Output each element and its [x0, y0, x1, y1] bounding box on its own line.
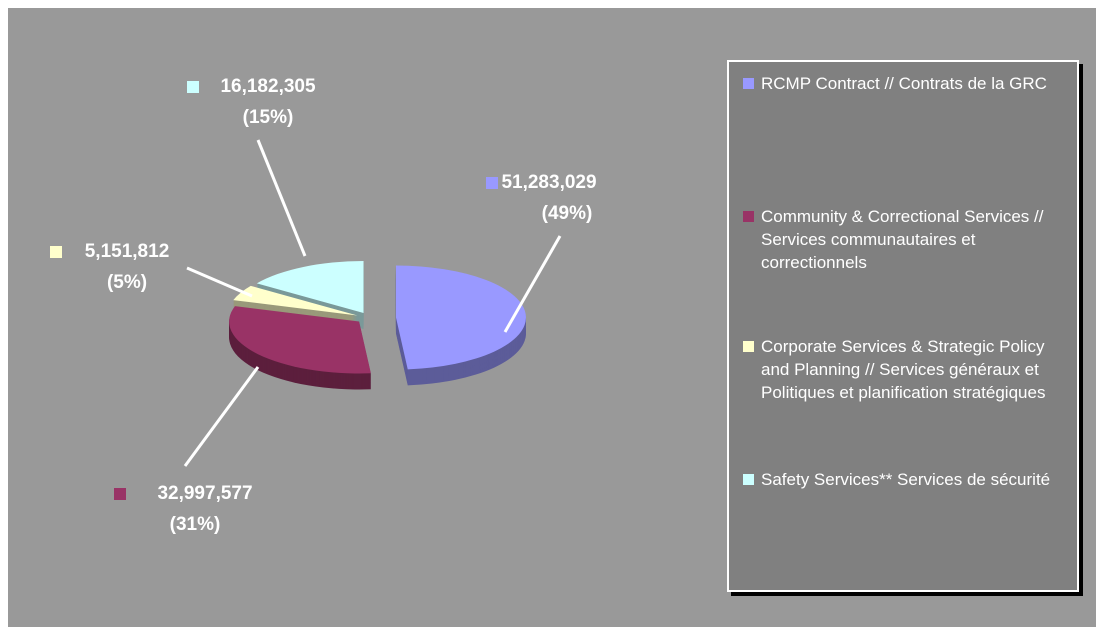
legend-swatch — [743, 474, 754, 485]
pie-top — [229, 306, 371, 374]
value-label: 32,997,577 — [157, 483, 252, 504]
legend-swatch — [743, 341, 754, 352]
pie-top — [395, 265, 526, 370]
leader-line — [183, 366, 260, 467]
leader-line — [256, 139, 307, 257]
label-swatch — [187, 81, 199, 93]
value-label: 51,283,029 — [501, 172, 596, 193]
pie-slice — [256, 261, 364, 330]
percent-label: (5%) — [107, 272, 147, 293]
pie-top — [256, 261, 364, 314]
legend-entry: Safety Services** Services de sécurité — [743, 468, 1073, 491]
pie-slice — [395, 265, 526, 386]
legend-label: Community & Correctional Services // Ser… — [761, 207, 1044, 272]
pie-slice — [229, 306, 371, 390]
legend-entry: Community & Correctional Services // Ser… — [743, 205, 1073, 274]
value-label: 5,151,812 — [85, 241, 170, 262]
legend-label: Safety Services** Services de sécurité — [761, 470, 1051, 489]
legend: RCMP Contract // Contrats de la GRC Commu… — [727, 60, 1079, 592]
label-swatch — [486, 177, 498, 189]
legend-swatch — [743, 78, 754, 89]
legend-label: RCMP Contract // Contrats de la GRC — [761, 74, 1047, 93]
label-swatch — [114, 488, 126, 500]
percent-label: (31%) — [170, 514, 221, 535]
percent-label: (15%) — [243, 107, 294, 128]
pie-top — [233, 285, 358, 316]
legend-entry: Corporate Services & Strategic Policy an… — [743, 335, 1073, 404]
percent-label: (49%) — [542, 203, 593, 224]
legend-label: Corporate Services & Strategic Policy an… — [761, 337, 1046, 402]
leader-line — [186, 266, 253, 298]
label-swatch — [50, 246, 62, 258]
legend-swatch — [743, 211, 754, 222]
value-label: 16,182,305 — [220, 76, 316, 97]
leader-line — [503, 235, 562, 333]
legend-entry: RCMP Contract // Contrats de la GRC — [743, 72, 1073, 95]
